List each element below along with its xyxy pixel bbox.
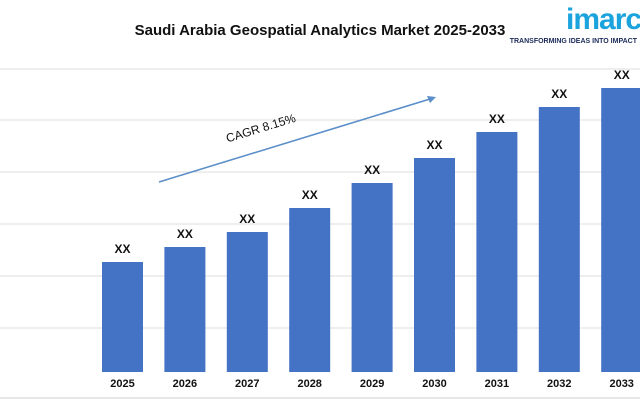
logo-wordmark: imarc xyxy=(566,3,640,36)
data-label-2025: XX xyxy=(114,242,130,256)
bar-2032 xyxy=(538,107,580,372)
tick-label-2032: 2032 xyxy=(547,378,571,390)
logo-tagline: TRANSFORMING IDEAS INTO IMPACT xyxy=(509,38,637,45)
chart-title: Saudi Arabia Geospatial Analytics Market… xyxy=(134,22,506,39)
tick-label-2026: 2026 xyxy=(173,378,197,390)
data-label-2031: XX xyxy=(489,112,505,126)
tick-label-2030: 2030 xyxy=(422,378,446,390)
cagr-arrow-line xyxy=(158,98,431,183)
data-label-2033: XX xyxy=(614,68,630,82)
tick-label-2033: 2033 xyxy=(609,378,633,390)
data-label-2029: XX xyxy=(364,163,380,177)
data-label-2030: XX xyxy=(426,138,442,152)
bar-2029 xyxy=(351,183,393,372)
data-label-2032: XX xyxy=(551,87,567,101)
data-label-2028: XX xyxy=(302,188,318,202)
tick-label-2025: 2025 xyxy=(110,378,134,390)
data-label-2026: XX xyxy=(177,227,193,241)
cagr-arrow-head xyxy=(427,96,436,103)
bar-2031 xyxy=(476,132,518,372)
bar-2026 xyxy=(164,247,206,372)
cagr-annotation: CAGR 8.15% xyxy=(224,111,297,146)
tick-label-2029: 2029 xyxy=(360,378,384,390)
bar-2027 xyxy=(226,232,268,372)
tick-label-2031: 2031 xyxy=(485,378,509,390)
bar-2033 xyxy=(601,88,640,372)
bar-2025 xyxy=(102,262,143,372)
tick-label-2028: 2028 xyxy=(297,378,321,390)
bar-2030 xyxy=(414,158,455,372)
tick-label-2027: 2027 xyxy=(235,378,259,390)
bar-2028 xyxy=(289,208,331,372)
data-label-2027: XX xyxy=(239,212,255,226)
